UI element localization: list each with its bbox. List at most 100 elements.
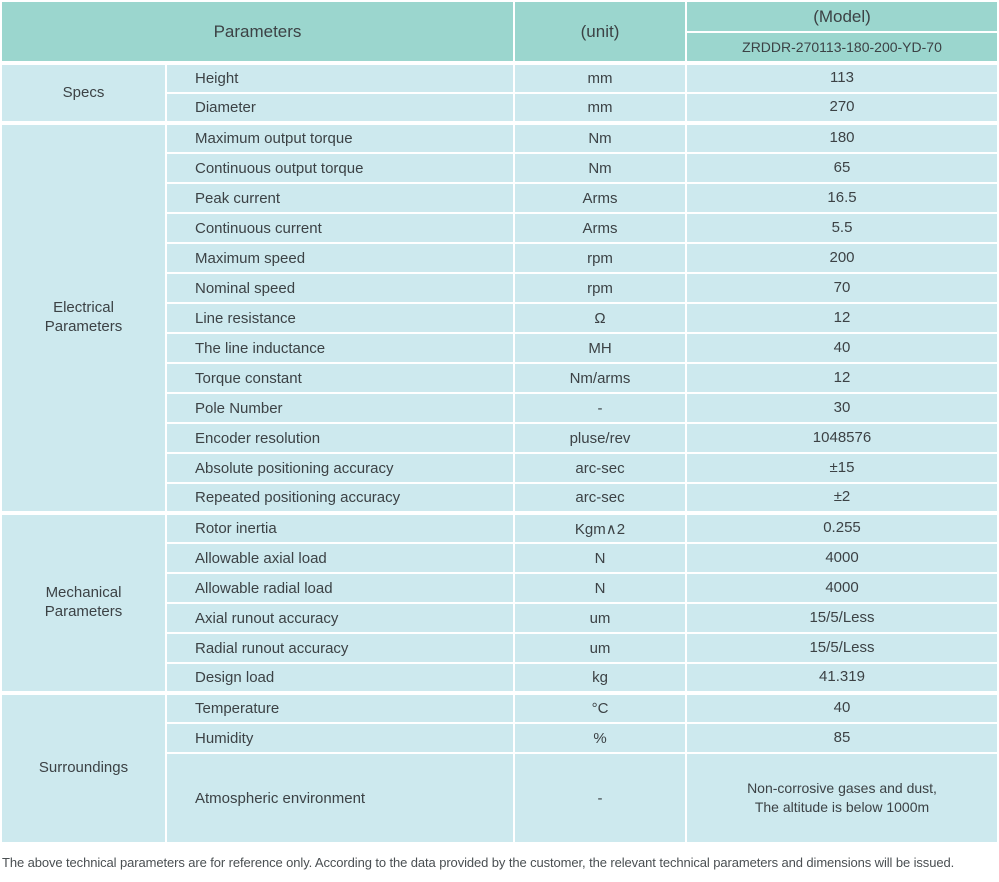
unit-cell: °C	[513, 691, 687, 724]
unit-cell: um	[513, 602, 687, 634]
unit-cell: arc-sec	[513, 482, 687, 514]
unit-cell: -	[513, 392, 687, 424]
table-row: Nominal speed rpm 70	[1, 272, 999, 304]
parameter-name-cell: Repeated positioning accuracy	[165, 482, 515, 514]
value-cell: 180	[685, 121, 999, 154]
section-label: Specs	[0, 61, 167, 124]
table-row: Torque constant Nm/arms 12	[1, 362, 999, 394]
parameter-name-cell: Rotor inertia	[165, 511, 515, 544]
value-cell: ±2	[685, 482, 999, 514]
unit-cell: Ω	[513, 302, 687, 334]
value-cell: 85	[685, 722, 999, 754]
value-cell: 200	[685, 242, 999, 274]
value-cell: 40	[685, 691, 999, 724]
parameter-name-cell: Maximum speed	[165, 242, 515, 274]
value-cell: 12	[685, 362, 999, 394]
section-label: Electrical Parameters	[0, 121, 167, 514]
unit-cell: mm	[513, 92, 687, 124]
table-row: Atmospheric environment - Non-corrosive ga…	[1, 752, 999, 844]
table-row: Maximum speed rpm 200	[1, 242, 999, 274]
value-cell: 16.5	[685, 182, 999, 214]
parameter-name-cell: Diameter	[165, 92, 515, 124]
section-label: Mechanical Parameters	[0, 511, 167, 694]
parameter-name-cell: Allowable radial load	[165, 572, 515, 604]
value-cell: 15/5/Less	[685, 632, 999, 664]
parameter-name-cell: Radial runout accuracy	[165, 632, 515, 664]
unit-cell: Kgm∧2	[513, 511, 687, 544]
table-row: Mechanical Parameters Rotor inertia Kgm∧2 0…	[0, 511, 999, 694]
table-row: Repeated positioning accuracy arc-sec ±2	[1, 482, 999, 514]
parameter-name-cell: Continuous output torque	[165, 152, 515, 184]
unit-cell: Arms	[513, 182, 687, 214]
parameter-name-cell: Humidity	[165, 722, 515, 754]
section-label: Surroundings	[0, 691, 167, 844]
parameter-name-cell: Continuous current	[165, 212, 515, 244]
value-cell: 40	[685, 332, 999, 364]
parameter-name-cell: Allowable axial load	[165, 542, 515, 574]
unit-cell: Nm	[513, 152, 687, 184]
parameter-name-cell: Temperature	[165, 691, 515, 724]
table-row: Allowable radial load N 4000	[1, 572, 999, 604]
unit-cell: %	[513, 722, 687, 754]
unit-cell: kg	[513, 662, 687, 694]
unit-cell: N	[513, 542, 687, 574]
parameter-name-cell: Design load	[165, 662, 515, 694]
parameter-name-cell: Absolute positioning accuracy	[165, 452, 515, 484]
table-row: Pole Number -30	[1, 392, 999, 424]
unit-cell: -	[513, 752, 687, 844]
table-row: Electrical Parameters Maximum output torq…	[0, 121, 999, 514]
table-row: Radial runout accuracy um 15/5/Less	[1, 632, 999, 664]
value-cell: 113	[685, 61, 999, 94]
parameter-name-cell: Torque constant	[165, 362, 515, 394]
table-row: The line inductance MH 40	[1, 332, 999, 364]
value-cell: 4000	[685, 572, 999, 604]
model-header: (Model)	[685, 0, 999, 33]
table-row: Absolute positioning accuracy arc-sec ±15	[1, 452, 999, 484]
unit-header: (unit)	[513, 0, 687, 64]
value-cell: 65	[685, 152, 999, 184]
value-cell: 0.255	[685, 511, 999, 544]
table-row: Continuous current Arms 5.5	[1, 212, 999, 244]
unit-cell: mm	[513, 61, 687, 94]
table-row: Design load kg 41.319	[1, 662, 999, 694]
spec-table: Parameters (unit) (Model) ZRDDR-270113-1…	[0, 0, 999, 844]
unit-cell: rpm	[513, 272, 687, 304]
table-row: Encoder resolution pluse/rev 1048576	[1, 422, 999, 454]
table-row: Peak current Arms 16.5	[1, 182, 999, 214]
unit-cell: Nm/arms	[513, 362, 687, 394]
table-row: Diameter mm 270	[1, 92, 999, 124]
value-cell: 5.5	[685, 212, 999, 244]
table-header-row-1: Parameters (unit) (Model)	[0, 0, 999, 64]
model-number: ZRDDR-270113-180-200-YD-70	[685, 31, 999, 64]
unit-cell: Nm	[513, 121, 687, 154]
parameter-name-cell: Axial runout accuracy	[165, 602, 515, 634]
value-cell: 4000	[685, 542, 999, 574]
parameter-name-cell: Line resistance	[165, 302, 515, 334]
unit-cell: N	[513, 572, 687, 604]
table-row: Specs Height mm 113	[0, 61, 999, 124]
parameter-name-cell: Nominal speed	[165, 272, 515, 304]
value-cell: ±15	[685, 452, 999, 484]
value-cell: 15/5/Less	[685, 602, 999, 634]
value-cell: 70	[685, 272, 999, 304]
table-row: Surroundings Temperature °C 40	[0, 691, 999, 844]
parameter-name-cell: The line inductance	[165, 332, 515, 364]
unit-cell: rpm	[513, 242, 687, 274]
value-cell: 1048576	[685, 422, 999, 454]
value-cell: Non-corrosive gases and dust, The altitu…	[685, 752, 999, 844]
parameter-name-cell: Pole Number	[165, 392, 515, 424]
parameter-name-cell: Atmospheric environment	[165, 752, 515, 844]
parameter-name-cell: Height	[165, 61, 515, 94]
table-row: Humidity% 85	[1, 722, 999, 754]
unit-cell: pluse/rev	[513, 422, 687, 454]
footer-disclaimer: The above technical parameters are for r…	[2, 855, 955, 870]
parameter-name-cell: Maximum output torque	[165, 121, 515, 154]
table-header-row-2: ZRDDR-270113-180-200-YD-70	[1, 31, 999, 64]
parameter-name-cell: Peak current	[165, 182, 515, 214]
parameters-header: Parameters	[0, 0, 515, 64]
unit-cell: MH	[513, 332, 687, 364]
unit-cell: arc-sec	[513, 452, 687, 484]
value-cell: 270	[685, 92, 999, 124]
table-row: Line resistance Ω 12	[1, 302, 999, 334]
